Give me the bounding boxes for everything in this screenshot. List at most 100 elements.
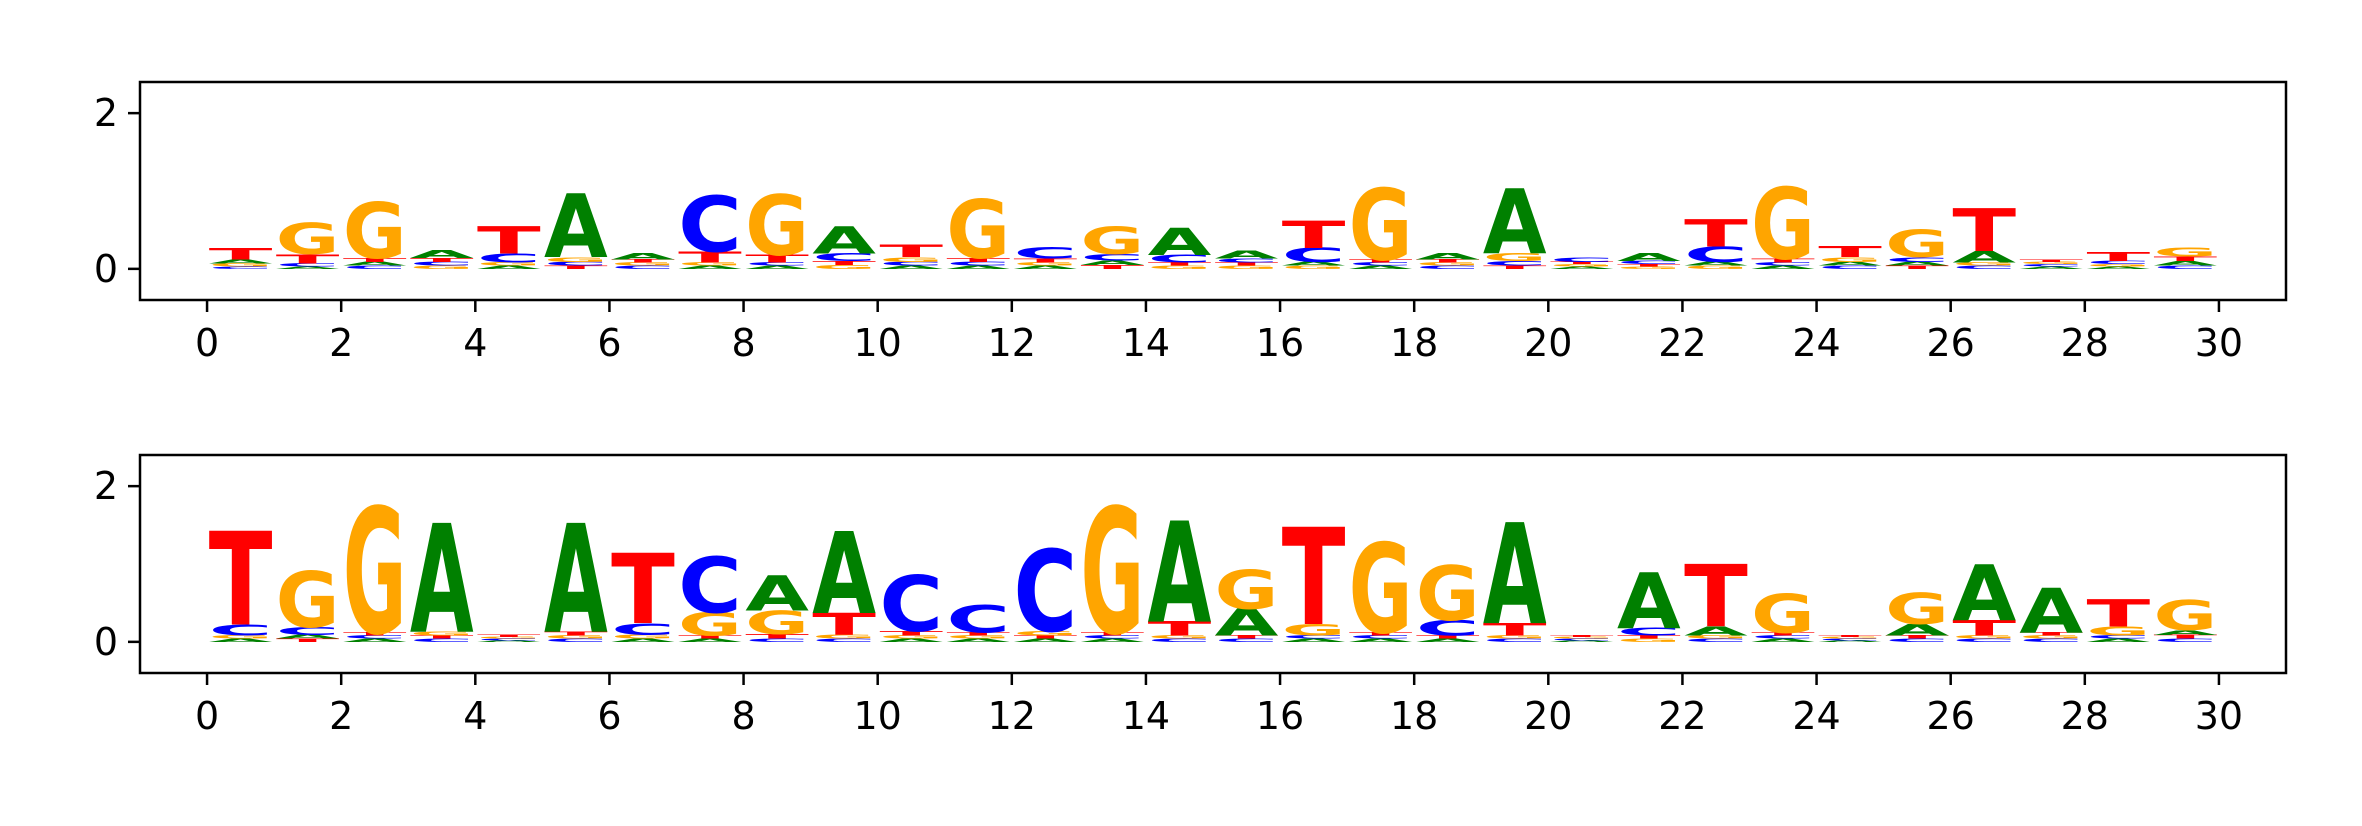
x-tick-label: 14 [1122,321,1170,365]
plot-frame [138,80,2288,302]
logo-letter-A: A [1215,249,1280,261]
logo-letter-C: C [1215,258,1279,264]
logo-letter-A: A [1483,494,1547,656]
x-tick-label: 8 [731,321,755,365]
logo-letter-G: G [1416,262,1480,267]
logo-letter-G: G [1550,637,1614,639]
x-tick-label: 2 [329,694,353,738]
logo-letter-T: T [1952,616,2016,641]
logo-letter-C: C [1416,616,1480,641]
logo-letter-C: C [1617,626,1681,638]
x-tick-label: 24 [1792,321,1840,365]
logo-letter-G: G [1416,550,1480,637]
logo-letter-G: G [1013,630,1077,637]
y-tick-label: 0 [94,247,118,291]
logo-letter-C: C [879,261,943,267]
logo-letter-G: G [1751,168,1815,282]
logo-letter-T: T [1349,259,1413,264]
logo-letter-G: G [410,265,474,270]
logo-letter-C: C [1148,638,1212,643]
logo-letter-G: G [879,635,943,640]
logo-letter-A: A [745,265,809,270]
logo-letter-A: A [2019,266,2083,270]
logo-letter-G: G [343,187,407,277]
logo-letter-C: C [745,638,809,643]
logo-letter-C: C [745,262,809,267]
logo-letter-T: T [343,257,407,263]
logo-letter-G: G [1617,266,1681,270]
logo-letter-G: G [1349,169,1413,283]
logo-letter-T: T [1013,635,1077,640]
logo-letter-G: G [1952,262,2016,267]
logo-letter-T: T [1684,548,1748,647]
logo-letter-T: T [209,245,273,264]
logo-letter-A: A [1684,624,1748,639]
logo-letter-G: G [1885,223,1949,267]
logo-letter-C: C [611,265,675,270]
logo-letter-A: A [611,252,675,262]
logo-letter-G: G [1818,256,1882,263]
logo-letter-G: G [544,256,608,263]
logo-letter-A: A [544,177,608,279]
logo-letter-G: G [477,262,541,267]
logo-letter-C: C [2086,635,2150,640]
logo-letter-C: C [1349,262,1413,267]
logo-letter-C: C [477,638,541,640]
logo-letter-G: G [1818,637,1882,639]
logo-letter-A: A [2086,266,2150,270]
logo-letter-A: A [1751,265,1815,270]
logo-letter-A: A [2154,260,2218,267]
logo-letter-T: T [276,638,340,643]
logo-letter-C: C [1081,252,1145,262]
x-tick-label: 4 [463,321,487,365]
logo-letter-A: A [678,265,742,270]
logo-letter-T: T [812,260,876,266]
logo-letter-C: C [1751,262,1815,267]
logo-letter-A: A [1349,638,1413,643]
logo-letter-A: A [812,510,876,640]
logo-letter-C: C [209,266,273,270]
logo-letter-G: G [1148,635,1212,640]
logo-letter-T: T [2154,634,2218,640]
logo-letter-G: G [1483,635,1547,640]
logo-letter-C: C [1684,638,1748,643]
logo-letter-C: C [879,561,943,650]
logo-letter-T: T [1751,632,1815,637]
x-tick-label: 10 [854,321,902,365]
logo-letter-C: C [2154,265,2218,270]
logo-letter-A: A [1818,261,1882,267]
x-tick-label: 6 [597,321,621,365]
logo-letter-G: G [1751,583,1815,645]
logo-letter-A: A [1013,638,1077,643]
x-tick-label: 0 [195,694,219,738]
logo-letter-A: A [1282,638,1346,643]
x-tick-label: 12 [988,694,1036,738]
logo-letter-C: C [1416,265,1480,270]
logo-letter-C: C [1885,256,1949,263]
logo-letter-C: C [1885,638,1949,643]
logo-letter-T: T [2154,255,2218,262]
logo-letter-A: A [2086,638,2150,643]
logo-letter-A: A [1952,248,2016,267]
x-tick-label: 6 [597,694,621,738]
logo-letter-T: T [1081,264,1145,270]
logo-letter-A: A [477,640,541,642]
logo-letter-C: C [544,638,608,643]
logo-letter-T: T [410,635,474,640]
logo-letter-A: A [410,494,474,667]
logo-letter-A: A [1550,640,1614,642]
logo-letter-T: T [745,633,809,640]
x-tick-label: 28 [2061,321,2109,365]
logo-letter-G: G [1885,584,1949,634]
logo-letter-G: G [611,262,675,267]
logo-letter-G: G [1215,559,1279,621]
logo-letter-C: C [1617,260,1681,265]
logo-letter-A: A [1483,171,1547,275]
logo-letter-T: T [544,265,608,270]
x-tick-label: 0 [195,321,219,365]
logo-letter-C: C [1751,635,1815,640]
logo-letter-A: A [1952,549,2016,639]
